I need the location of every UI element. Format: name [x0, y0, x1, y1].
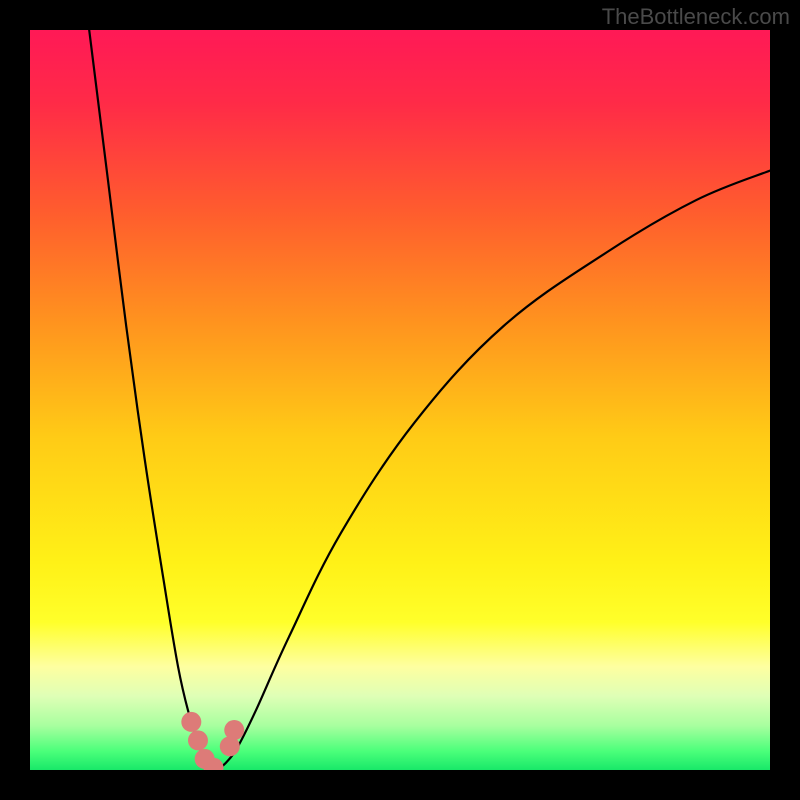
gradient-background — [30, 30, 770, 770]
data-marker — [188, 730, 208, 750]
watermark-text: TheBottleneck.com — [602, 4, 790, 30]
chart-frame: TheBottleneck.com — [0, 0, 800, 800]
data-marker — [224, 720, 244, 740]
data-marker — [181, 712, 201, 732]
chart-svg — [30, 30, 770, 770]
bottleneck-curve-chart — [30, 30, 770, 770]
